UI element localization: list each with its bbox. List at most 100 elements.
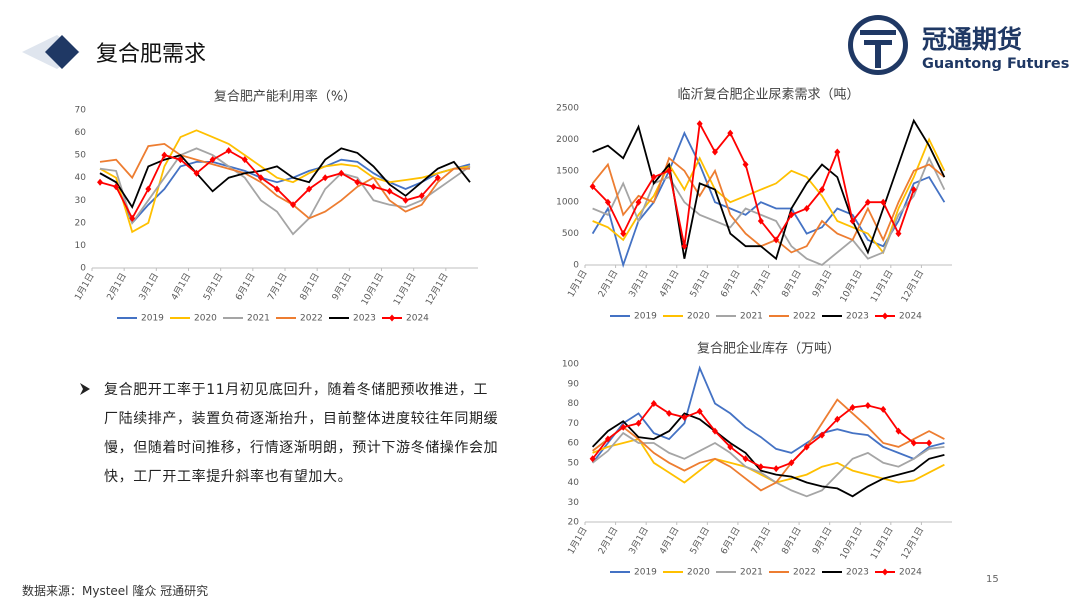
- chart-title: 复合肥企业库存（万吨）: [697, 341, 840, 357]
- series-marker: [666, 167, 673, 175]
- legend-label: 2020: [687, 312, 710, 322]
- x-tick-label: 9月1日: [330, 271, 354, 302]
- legend-label: 2022: [793, 312, 816, 322]
- x-tick-label: 9月1日: [810, 525, 834, 556]
- x-tick-label: 3月1日: [627, 525, 651, 556]
- x-tick-label: 7月1日: [266, 271, 290, 302]
- y-tick-label: 40: [75, 173, 87, 183]
- series-marker: [589, 183, 596, 190]
- y-tick-label: 10: [75, 241, 87, 251]
- series-marker: [322, 174, 329, 182]
- x-tick-label: 12月1日: [899, 268, 926, 304]
- series-marker: [306, 185, 313, 193]
- legend-label: 2023: [846, 312, 869, 322]
- series-marker: [819, 186, 826, 194]
- series-marker: [757, 463, 764, 471]
- x-tick-label: 9月1日: [810, 268, 834, 299]
- series-marker: [386, 187, 393, 195]
- y-tick-label: 40: [568, 478, 580, 488]
- series-marker: [834, 148, 841, 156]
- series-line: [591, 365, 945, 464]
- x-tick-label: 2月1日: [596, 525, 620, 556]
- y-tick-label: 80: [568, 399, 580, 409]
- logo-en: Guantong Futures: [922, 56, 1069, 72]
- series-marker: [788, 211, 795, 219]
- series-marker: [666, 409, 673, 417]
- series-marker: [711, 148, 718, 156]
- x-tick-label: 6月1日: [233, 271, 257, 302]
- legend-label: 2021: [740, 312, 763, 322]
- series-marker: [161, 151, 168, 159]
- page-number: 15: [986, 574, 999, 585]
- series-marker: [788, 459, 795, 467]
- series-marker: [418, 192, 425, 200]
- legend-label: 2024: [899, 312, 922, 322]
- series-marker: [370, 183, 377, 191]
- y-tick-label: 70: [568, 419, 580, 429]
- chart-title: 复合肥产能利用率（%）: [214, 89, 356, 105]
- series-marker: [193, 169, 200, 177]
- series-marker: [880, 198, 887, 206]
- x-tick-label: 10月1日: [359, 271, 386, 307]
- series-marker: [604, 198, 611, 206]
- x-tick-label: 6月1日: [718, 525, 742, 556]
- series-line: [592, 155, 946, 267]
- x-tick-label: 11月1日: [391, 271, 418, 307]
- x-tick-label: 4月1日: [657, 268, 681, 299]
- series-marker: [113, 183, 120, 191]
- series-marker: [742, 455, 749, 463]
- series-marker: [177, 156, 184, 164]
- x-tick-label: 1月1日: [73, 271, 97, 302]
- series-marker: [354, 178, 361, 186]
- chart-title: 临沂复合肥企业尿素需求（吨）: [677, 87, 859, 103]
- legend-marker: [389, 314, 395, 322]
- source: 数据来源：Mysteel 隆众 冠通研究: [22, 584, 209, 598]
- series-marker: [589, 455, 596, 463]
- x-tick-label: 2月1日: [105, 271, 129, 302]
- series-marker: [434, 174, 441, 182]
- x-tick-label: 1月1日: [566, 268, 590, 299]
- x-tick-label: 6月1日: [718, 268, 742, 299]
- series-marker: [895, 230, 902, 238]
- series-marker: [635, 419, 642, 427]
- series-marker: [620, 423, 627, 431]
- slide-title: 复合肥需求: [96, 42, 206, 67]
- series-marker: [696, 407, 703, 415]
- series-marker: [727, 443, 734, 451]
- series-line: [592, 118, 946, 261]
- x-tick-label: 4月1日: [657, 525, 681, 556]
- series-marker: [290, 201, 297, 209]
- series-marker: [926, 439, 933, 447]
- legend-label: 2020: [687, 568, 710, 578]
- y-tick-label: 100: [562, 360, 579, 370]
- series-line: [592, 398, 945, 492]
- y-tick-label: 1000: [556, 198, 579, 208]
- series-line: [591, 156, 945, 254]
- series-marker: [273, 185, 280, 193]
- y-tick-label: 50: [568, 458, 580, 468]
- legend-marker: [882, 568, 888, 576]
- x-tick-label: 8月1日: [298, 271, 322, 302]
- y-tick-label: 70: [75, 106, 87, 116]
- legend-label: 2021: [247, 314, 270, 324]
- x-tick-label: 11月1日: [868, 525, 895, 561]
- series-marker: [880, 405, 887, 413]
- series-marker: [650, 400, 657, 407]
- y-tick-label: 0: [80, 264, 86, 274]
- legend-label: 2022: [793, 568, 816, 578]
- y-tick-label: 20: [568, 518, 580, 528]
- series-marker: [727, 129, 734, 137]
- y-tick-label: 50: [75, 151, 87, 161]
- series-line: [591, 130, 946, 269]
- series-marker: [681, 413, 688, 421]
- x-tick-label: 7月1日: [749, 268, 773, 299]
- series-marker: [834, 415, 841, 423]
- series-marker: [864, 401, 871, 409]
- series-marker: [209, 156, 216, 164]
- legend-label: 2023: [846, 568, 869, 578]
- series-marker: [338, 169, 345, 177]
- legend-label: 2019: [634, 568, 657, 578]
- y-tick-label: 1500: [556, 166, 579, 176]
- y-tick-label: 0: [573, 261, 579, 271]
